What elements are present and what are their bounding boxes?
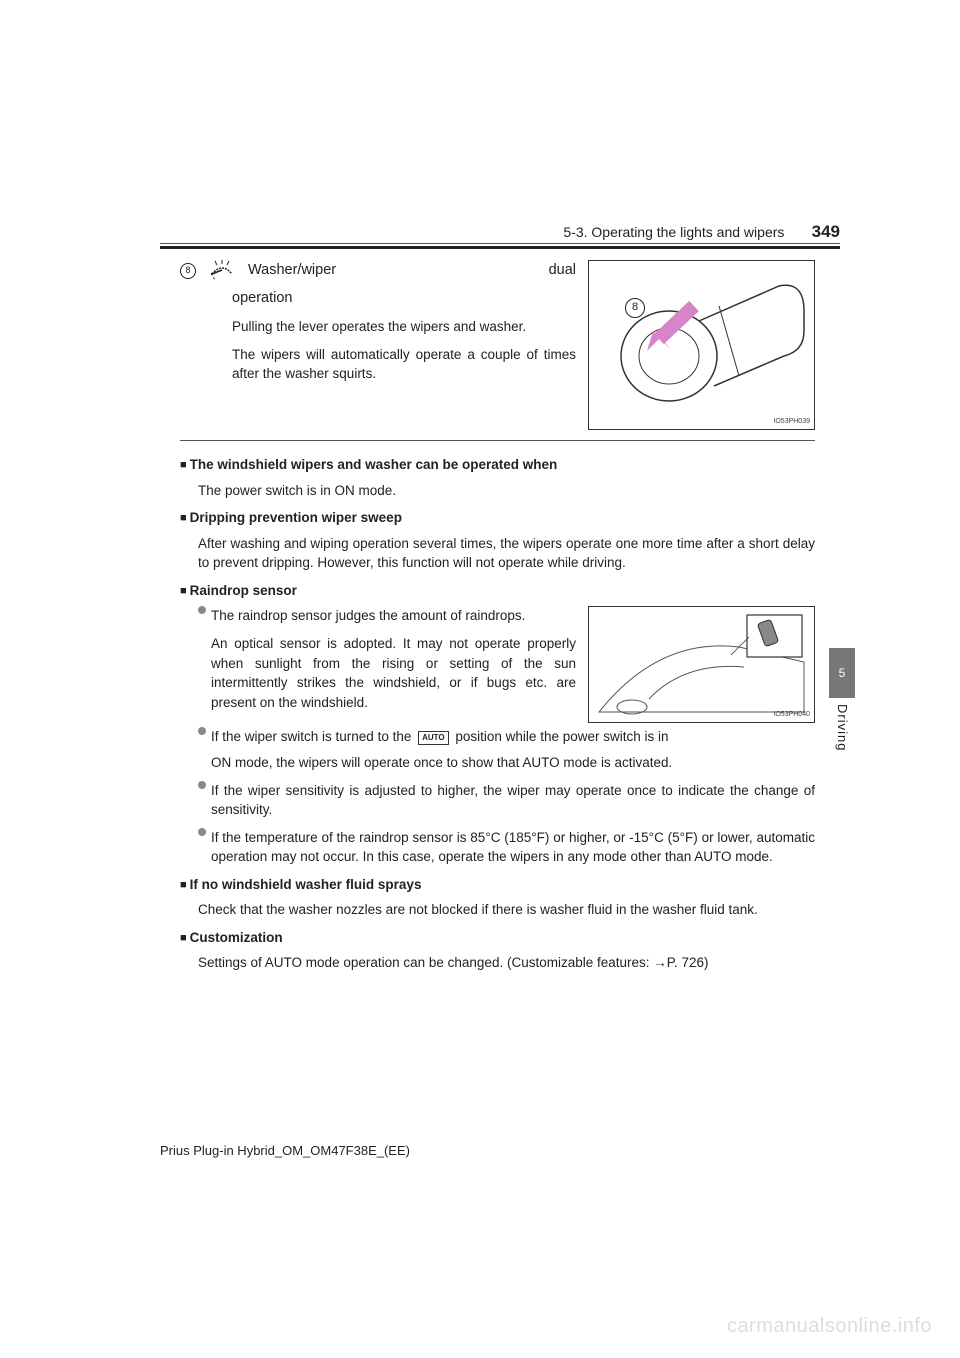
note-3-bullet-4: If the temperature of the raindrop senso…	[198, 828, 815, 867]
note-3-heading: ■Raindrop sensor	[180, 581, 815, 601]
note-3-bullet-1-row: The raindrop sensor judges the amount of…	[180, 606, 815, 723]
bullet-icon	[198, 606, 206, 614]
figure-callout-8: 8	[625, 298, 645, 318]
step-8-row: 8 Washer/wiper	[180, 260, 815, 430]
page-header: 5-3. Operating the lights and wipers 349	[160, 222, 840, 242]
content-area: 8 Washer/wiper	[180, 260, 815, 981]
section-title: 5-3. Operating the lights and wipers	[563, 224, 784, 240]
note-3-b1b: An optical sensor is adopted. It may not…	[198, 634, 576, 712]
bullet-icon	[198, 727, 206, 735]
note-4-body: Check that the washer nozzles are not bl…	[198, 900, 815, 920]
header-rule-thin	[160, 243, 840, 244]
chapter-tab: 5 Driving	[829, 648, 855, 751]
note-1-heading: ■The windshield wipers and washer can be…	[180, 455, 815, 475]
figure-wiper-lever: 8 IO53PH039	[588, 260, 815, 430]
note-4-title: If no windshield washer fluid sprays	[190, 877, 422, 892]
note-3-bullet-3: If the wiper sensitivity is adjusted to …	[198, 781, 815, 820]
auto-badge: AUTO	[418, 731, 449, 745]
step-8-title-line2: operation	[180, 288, 576, 309]
note-3-b2a: If the wiper switch is turned to the	[211, 729, 415, 744]
step-8-title-b: dual	[549, 262, 576, 278]
bullet-icon	[198, 828, 206, 836]
step-8-text: 8 Washer/wiper	[180, 260, 576, 430]
figure-raindrop-sensor: IO53PH040	[588, 606, 815, 723]
watermark: carmanualsonline.info	[727, 1315, 932, 1338]
note-3-b4: If the temperature of the raindrop senso…	[211, 828, 815, 867]
note-5-title: Customization	[190, 930, 283, 945]
note-1-title: The windshield wipers and washer can be …	[190, 457, 558, 472]
note-3-b3: If the wiper sensitivity is adjusted to …	[211, 781, 815, 820]
step-8-body-1: Pulling the lever operates the wipers an…	[180, 317, 576, 337]
step-8-title-a: Washer/wiper	[248, 262, 336, 278]
page-number: 349	[812, 222, 840, 241]
step-number-icon: 8	[180, 263, 196, 279]
bullet-icon	[198, 781, 206, 789]
separator-rule	[180, 440, 815, 441]
note-3-b2c: ON mode, the wipers will operate once to…	[211, 753, 815, 773]
note-4-heading: ■If no windshield washer fluid sprays	[180, 875, 815, 895]
note-3-title: Raindrop sensor	[190, 583, 297, 598]
note-3-bullet-2: If the wiper switch is turned to the AUT…	[198, 727, 815, 772]
note-5-body: Settings of AUTO mode operation can be c…	[198, 953, 815, 973]
chapter-tab-number: 5	[829, 648, 855, 698]
header-rule-thick	[160, 246, 840, 249]
chapter-tab-label: Driving	[835, 704, 850, 751]
figure-code-2: IO53PH040	[773, 710, 810, 720]
manual-page: 5-3. Operating the lights and wipers 349…	[0, 0, 960, 1358]
note-2-heading: ■Dripping prevention wiper sweep	[180, 508, 815, 528]
note-1-body: The power switch is in ON mode.	[198, 481, 815, 501]
note-2-body: After washing and wiping operation sever…	[198, 534, 815, 573]
note-3-b2b: position while the power switch is in	[452, 729, 669, 744]
note-5-heading: ■Customization	[180, 928, 815, 948]
note-2-title: Dripping prevention wiper sweep	[190, 510, 402, 525]
step-8-body-2: The wipers will automatically operate a …	[180, 345, 576, 384]
washer-wiper-icon	[208, 260, 236, 282]
note-3-b1a: The raindrop sensor judges the amount of…	[211, 606, 576, 626]
footer-text: Prius Plug-in Hybrid_OM_OM47F38E_(EE)	[160, 1143, 410, 1158]
figure-code-1: IO53PH039	[773, 417, 810, 427]
